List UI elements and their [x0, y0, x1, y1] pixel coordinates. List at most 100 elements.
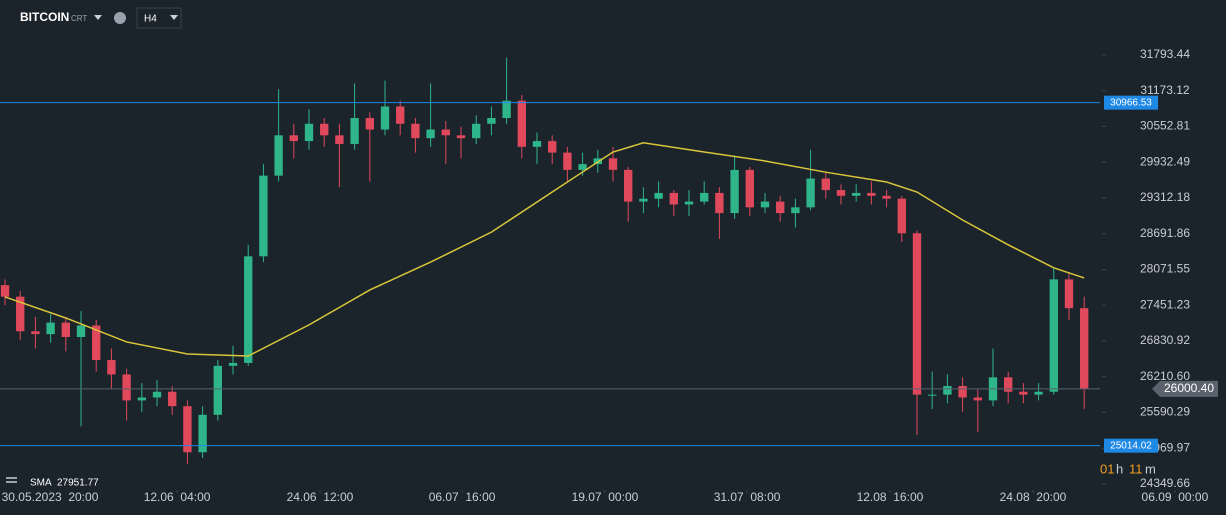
candle-body [61, 322, 70, 338]
sma-legend: SMA 27951.77 [6, 477, 99, 489]
candle-body [31, 331, 40, 335]
candle-body [183, 406, 192, 453]
candle-body [335, 135, 344, 144]
candle-body [517, 100, 526, 147]
candle-body [0, 285, 10, 297]
candle-body [852, 192, 861, 196]
candle-body [912, 233, 922, 395]
candle-body [806, 178, 815, 208]
x-tick-label: 06.09 00:00 [1142, 490, 1209, 504]
y-tick-label: 26830.92 [1140, 333, 1190, 347]
sma-value: 27951.77 [57, 478, 99, 489]
symbol[interactable]: BITCOIN [20, 10, 69, 24]
y-tick-label: 24349.66 [1140, 476, 1190, 490]
x-tick-label: 12.06 04:00 [144, 490, 211, 504]
candle-body [426, 129, 435, 139]
candle-body [836, 190, 846, 196]
candle-body [715, 192, 724, 214]
y-tick-label: 25590.29 [1140, 405, 1190, 419]
candle-body [821, 178, 830, 191]
candle-body [700, 192, 709, 202]
x-tick-label: 06.07 16:00 [429, 490, 496, 504]
countdown: 01 h 11 m [1100, 461, 1156, 476]
candle-body [198, 414, 207, 453]
candle-body [107, 360, 116, 375]
candle-body [122, 374, 131, 401]
candle-body [1064, 279, 1074, 309]
candle-body [487, 118, 496, 124]
y-tick-label: 31793.44 [1140, 47, 1190, 61]
price-tag [1152, 380, 1218, 397]
candle-body [228, 362, 238, 366]
legend-icon [6, 477, 17, 479]
price-tag-label: 26000.40 [1164, 381, 1214, 395]
candle-body [776, 201, 785, 214]
info-icon[interactable] [114, 12, 126, 24]
candle-body [730, 169, 739, 214]
candle-body [502, 100, 511, 119]
candle-body [563, 152, 572, 170]
candle-body [624, 169, 633, 202]
candle-body [137, 397, 146, 401]
x-tick-label: 19.07 00:00 [572, 490, 639, 504]
candle-body [213, 365, 222, 415]
y-tick-label: 30552.81 [1140, 119, 1190, 133]
y-tick-label: 31173.12 [1140, 83, 1189, 97]
candle-body [259, 175, 268, 257]
price-tag-label: 25014.02 [1110, 440, 1152, 451]
candle-body [639, 198, 648, 202]
price-tag-label: 30966.53 [1110, 97, 1152, 108]
candle-body [380, 106, 390, 130]
timeframe-dropdown[interactable] [170, 15, 178, 20]
candle-body [411, 123, 420, 139]
countdown-unit: h [1116, 461, 1123, 476]
price-tag [1104, 438, 1158, 453]
candle-body [897, 198, 906, 234]
candle-body [1080, 308, 1089, 389]
candle-body [1004, 377, 1013, 392]
price-tag [1104, 95, 1158, 110]
candle-body [92, 325, 101, 361]
candle-body [532, 141, 542, 147]
y-tick-label: 29312.18 [1140, 190, 1190, 204]
timeframe-box[interactable] [136, 7, 182, 29]
candle-body [745, 169, 754, 208]
candle-body [320, 123, 329, 136]
timeframe[interactable]: H4 [144, 14, 157, 25]
legend-icon [6, 481, 17, 483]
candle-body [669, 192, 678, 205]
candle-body [46, 322, 55, 335]
countdown-hours: 01 [1100, 461, 1114, 476]
candle-body [244, 256, 253, 363]
x-tick-label: 31.07 08:00 [714, 490, 781, 504]
candle-body [1034, 391, 1043, 395]
y-tick-label: 29932.49 [1140, 154, 1190, 168]
countdown-minutes: 11 [1129, 461, 1143, 476]
candle-body [958, 385, 967, 398]
sma-name: SMA [30, 478, 52, 489]
candle-body [760, 201, 770, 208]
candle-body [578, 164, 587, 170]
candle-body [973, 397, 982, 401]
x-tick-label: 30.05.2023 20:00 [2, 490, 99, 504]
candle-body [274, 135, 283, 176]
toolbar: BITCOIN CRT H4 [20, 7, 182, 29]
candle-body [16, 296, 25, 332]
candle-body [882, 195, 891, 199]
candle-body [441, 129, 450, 136]
candle-body [1019, 391, 1028, 395]
symbol-dropdown[interactable] [94, 15, 102, 20]
x-tick-label: 24.08 20:00 [1000, 490, 1067, 504]
x-tick-label: 24.06 12:00 [287, 490, 354, 504]
candle-body [152, 391, 162, 398]
candle-body [791, 207, 800, 214]
y-tick-label: 28691.86 [1140, 226, 1190, 240]
candle-body [608, 158, 618, 170]
candle-body [684, 201, 694, 205]
y-tick-label: 26210.60 [1140, 369, 1190, 383]
candle-body [1049, 279, 1058, 392]
candle-body [168, 391, 177, 407]
candle-body [76, 325, 86, 338]
